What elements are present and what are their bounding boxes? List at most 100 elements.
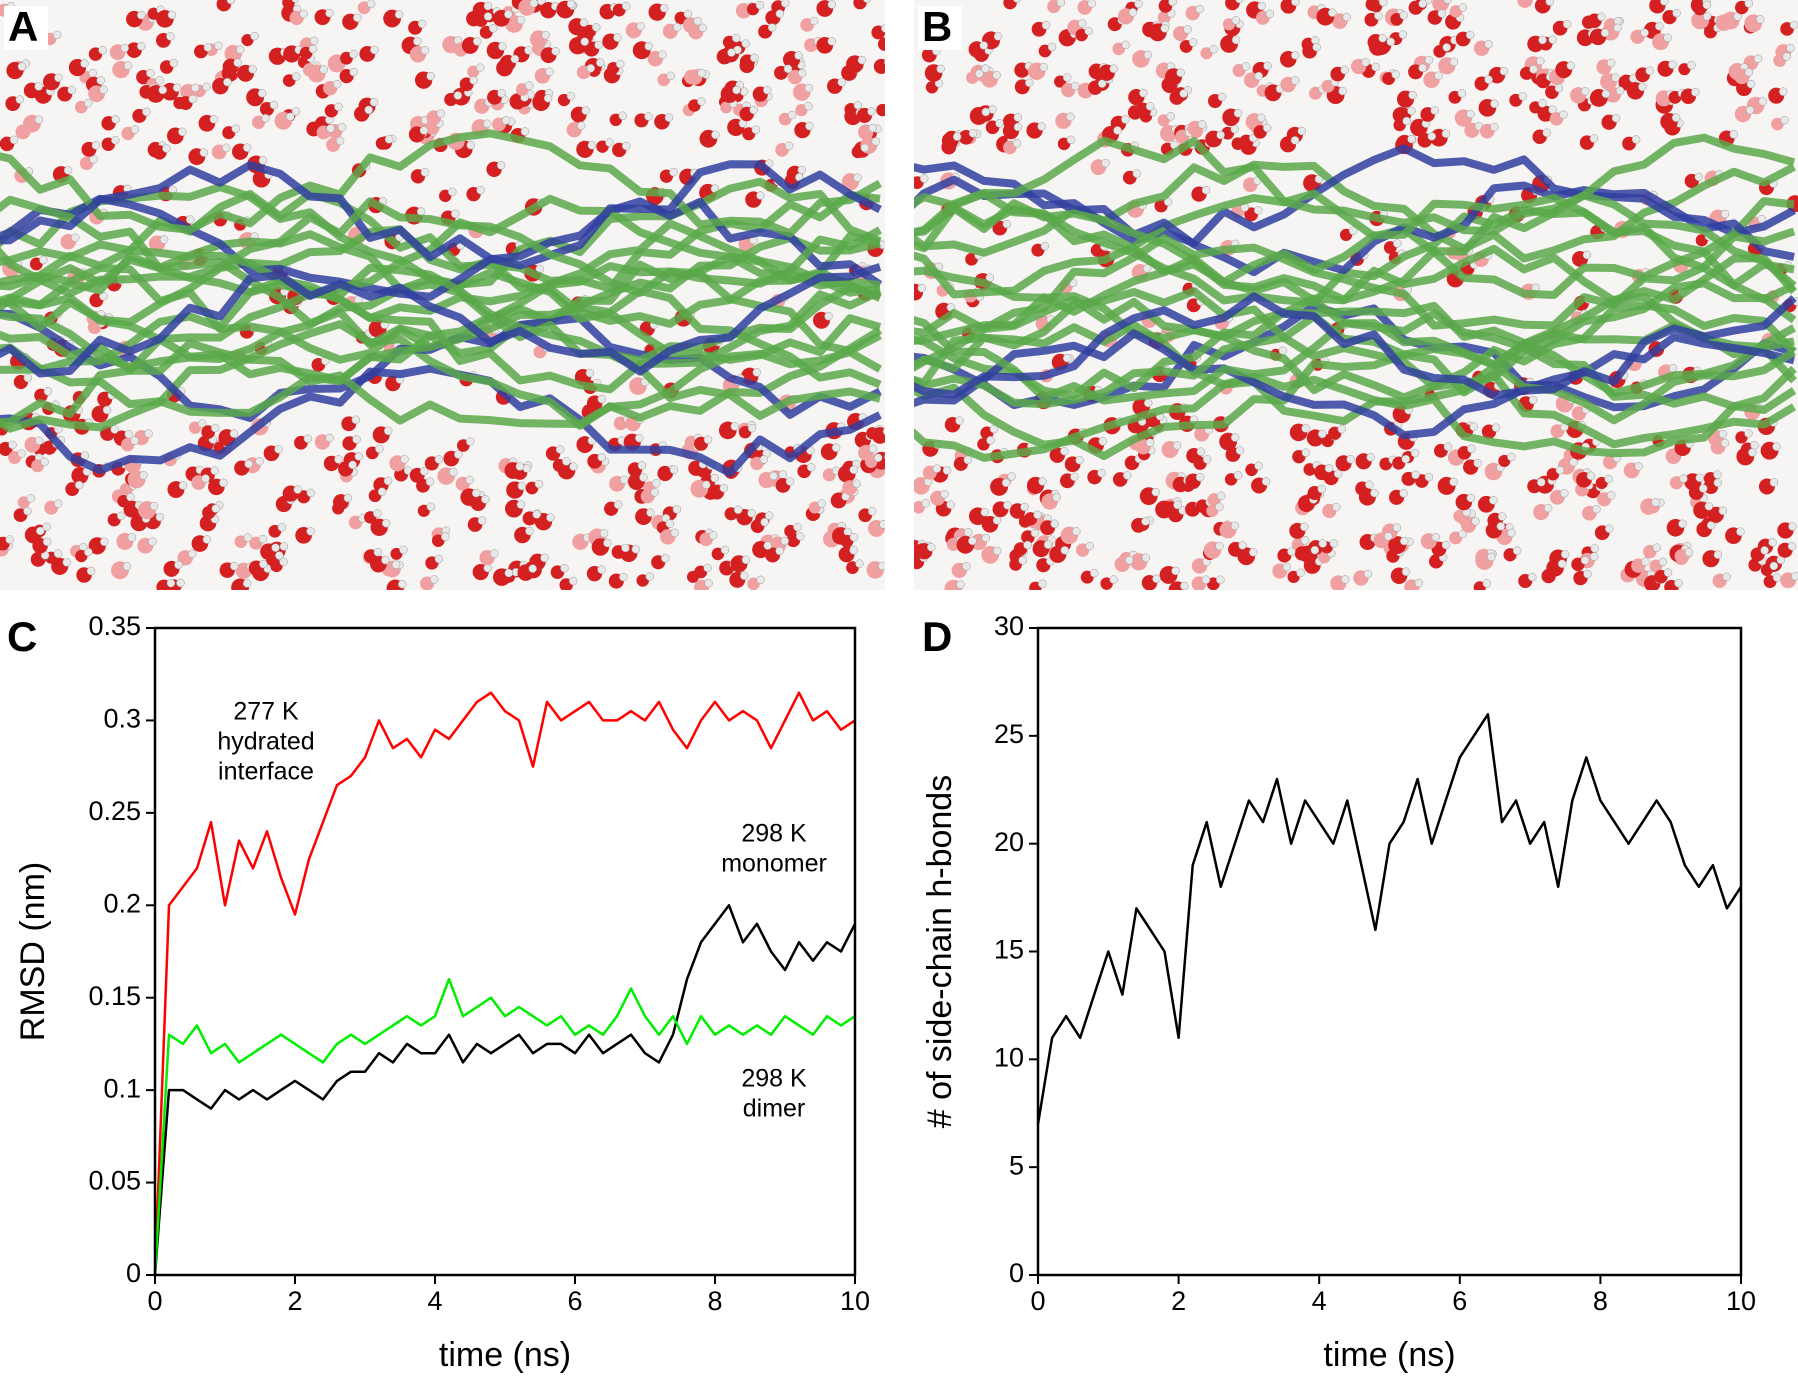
- water-hydrogen: [1152, 488, 1160, 496]
- water-hydrogen: [1581, 556, 1589, 564]
- water-hydrogen: [560, 564, 568, 572]
- y-tick-label: 25: [994, 719, 1024, 749]
- water-hydrogen: [212, 505, 220, 513]
- water-hydrogen: [173, 84, 181, 92]
- water-hydrogen: [1590, 135, 1598, 143]
- water-hydrogen: [953, 133, 961, 141]
- water-hydrogen: [167, 579, 175, 587]
- water-hydrogen: [1392, 71, 1400, 79]
- water-hydrogen: [373, 509, 381, 517]
- water-hydrogen: [1485, 76, 1493, 84]
- water-hydrogen: [1257, 114, 1265, 122]
- water-hydrogen: [1507, 453, 1515, 461]
- water-hydrogen: [1450, 478, 1458, 486]
- water-hydrogen: [619, 112, 627, 120]
- water-hydrogen: [810, 17, 818, 25]
- water-hydrogen: [392, 561, 400, 569]
- water-hydrogen: [1038, 122, 1046, 130]
- water-hydrogen: [230, 430, 238, 438]
- water-hydrogen: [1180, 582, 1188, 590]
- water-hydrogen: [598, 395, 606, 403]
- water-hydrogen: [1291, 51, 1299, 59]
- water-hydrogen: [1746, 106, 1754, 114]
- water-hydrogen: [868, 507, 876, 515]
- water-hydrogen: [1659, 558, 1667, 566]
- water-hydrogen: [883, 427, 891, 435]
- water-hydrogen: [1786, 44, 1794, 52]
- water-hydrogen: [1283, 563, 1291, 571]
- water-hydrogen: [451, 210, 459, 218]
- water-hydrogen: [426, 478, 434, 486]
- water-hydrogen: [1537, 478, 1545, 486]
- water-hydrogen: [1236, 446, 1244, 454]
- water-hydrogen: [54, 74, 62, 82]
- water-hydrogen: [996, 119, 1004, 127]
- water-hydrogen: [516, 462, 524, 470]
- water-hydrogen: [1325, 464, 1333, 472]
- water-hydrogen: [280, 542, 288, 550]
- water-hydrogen: [1567, 62, 1575, 70]
- water-hydrogen: [1754, 55, 1762, 63]
- water-hydrogen: [667, 72, 675, 80]
- water-hydrogen: [569, 577, 577, 585]
- water-hydrogen: [1367, 453, 1375, 461]
- water-hydrogen: [35, 116, 43, 124]
- water-hydrogen: [1072, 527, 1080, 535]
- water-hydrogen: [204, 44, 212, 52]
- water-hydrogen: [975, 70, 983, 78]
- water-hydrogen: [1090, 569, 1098, 577]
- x-tick-label: 0: [147, 1286, 162, 1316]
- water-hydrogen: [1057, 0, 1065, 6]
- water-hydrogen: [727, 49, 735, 57]
- water-hydrogen: [174, 561, 182, 569]
- water-hydrogen: [214, 42, 222, 50]
- water-hydrogen: [1144, 399, 1152, 407]
- water-hydrogen: [1038, 477, 1046, 485]
- molecular-snapshot: [0, 0, 896, 597]
- water-hydrogen: [709, 531, 717, 539]
- water-hydrogen: [1403, 117, 1411, 125]
- water-hydrogen: [278, 523, 286, 531]
- water-hydrogen: [645, 42, 653, 50]
- water-hydrogen: [1254, 206, 1262, 214]
- water-hydrogen: [733, 86, 741, 94]
- water-hydrogen: [473, 37, 481, 45]
- water-hydrogen: [1393, 240, 1401, 248]
- y-tick-label: 0.05: [88, 1166, 141, 1196]
- water-hydrogen: [763, 86, 771, 94]
- water-hydrogen: [781, 537, 789, 545]
- water-hydrogen: [1500, 67, 1508, 75]
- water-hydrogen: [1431, 106, 1439, 114]
- water-hydrogen: [1638, 83, 1646, 91]
- water-hydrogen: [211, 467, 219, 475]
- water-hydrogen: [1129, 8, 1137, 16]
- water-hydrogen: [370, 46, 378, 54]
- water-hydrogen: [170, 59, 178, 67]
- water-hydrogen: [211, 424, 219, 432]
- water-hydrogen: [427, 72, 435, 80]
- water-hydrogen: [353, 435, 361, 443]
- water-hydrogen: [511, 55, 519, 63]
- water-hydrogen: [1773, 574, 1781, 582]
- water-hydrogen: [1605, 475, 1613, 483]
- water-hydrogen: [993, 547, 1001, 555]
- water-hydrogen: [1721, 439, 1729, 447]
- water-hydrogen: [142, 108, 150, 116]
- water-hydrogen: [179, 482, 187, 490]
- water-hydrogen: [721, 546, 729, 554]
- water-hydrogen: [556, 446, 564, 454]
- water-hydrogen: [753, 368, 761, 376]
- series-annotation: hydrated: [217, 728, 314, 756]
- water-hydrogen: [1489, 496, 1497, 504]
- water-hydrogen: [756, 192, 764, 200]
- water-hydrogen: [1490, 123, 1498, 131]
- water-hydrogen: [850, 546, 858, 554]
- water-hydrogen: [128, 533, 136, 541]
- water-hydrogen: [1347, 455, 1355, 463]
- water-hydrogen: [614, 501, 622, 509]
- water-hydrogen: [562, 457, 570, 465]
- water-hydrogen: [1002, 479, 1010, 487]
- water-hydrogen: [962, 562, 970, 570]
- water-hydrogen: [245, 460, 253, 468]
- water-hydrogen: [1536, 57, 1544, 65]
